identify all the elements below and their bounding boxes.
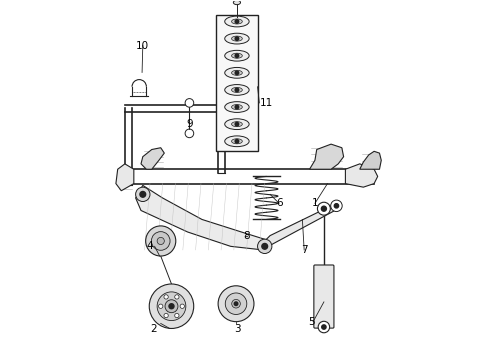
- Circle shape: [232, 300, 240, 308]
- Circle shape: [164, 295, 168, 299]
- Circle shape: [175, 295, 179, 299]
- Polygon shape: [345, 164, 378, 187]
- Polygon shape: [136, 185, 270, 250]
- Ellipse shape: [225, 50, 249, 61]
- Circle shape: [140, 192, 146, 197]
- Polygon shape: [116, 164, 134, 191]
- Circle shape: [225, 293, 247, 315]
- Circle shape: [159, 304, 163, 309]
- Text: 9: 9: [186, 120, 193, 129]
- Ellipse shape: [225, 67, 249, 78]
- Ellipse shape: [232, 122, 243, 127]
- FancyBboxPatch shape: [314, 265, 334, 328]
- Text: 10: 10: [136, 41, 149, 50]
- Circle shape: [235, 139, 239, 143]
- Text: 11: 11: [260, 98, 273, 108]
- Circle shape: [321, 206, 326, 211]
- Circle shape: [235, 20, 239, 23]
- Circle shape: [151, 231, 170, 250]
- Text: 3: 3: [235, 324, 241, 334]
- Polygon shape: [310, 144, 343, 169]
- Circle shape: [235, 37, 239, 40]
- Circle shape: [235, 122, 239, 126]
- Circle shape: [164, 314, 168, 318]
- Circle shape: [146, 226, 176, 256]
- Polygon shape: [360, 151, 381, 169]
- Circle shape: [235, 105, 239, 109]
- Text: 5: 5: [308, 317, 315, 327]
- Ellipse shape: [225, 33, 249, 44]
- Ellipse shape: [225, 85, 249, 95]
- Circle shape: [318, 321, 330, 333]
- Circle shape: [235, 54, 239, 58]
- Circle shape: [185, 129, 194, 138]
- Circle shape: [175, 314, 179, 318]
- Text: 7: 7: [301, 245, 308, 255]
- Circle shape: [235, 88, 239, 92]
- Circle shape: [331, 200, 342, 212]
- Text: 8: 8: [244, 231, 250, 240]
- Circle shape: [136, 187, 150, 202]
- Ellipse shape: [225, 16, 249, 27]
- Ellipse shape: [232, 87, 243, 93]
- Circle shape: [180, 304, 184, 309]
- Circle shape: [322, 325, 326, 329]
- Circle shape: [318, 202, 330, 215]
- Text: 1: 1: [312, 198, 318, 208]
- Ellipse shape: [232, 104, 243, 109]
- Circle shape: [157, 292, 186, 320]
- Circle shape: [234, 302, 238, 306]
- Ellipse shape: [232, 139, 243, 144]
- Ellipse shape: [233, 0, 241, 5]
- Circle shape: [218, 286, 254, 321]
- Circle shape: [169, 304, 174, 309]
- Polygon shape: [141, 148, 164, 169]
- Circle shape: [235, 71, 239, 75]
- Ellipse shape: [225, 102, 249, 112]
- Bar: [216, 15, 258, 151]
- Text: 6: 6: [276, 198, 282, 208]
- Ellipse shape: [232, 36, 243, 41]
- Circle shape: [258, 239, 272, 253]
- Circle shape: [157, 237, 164, 244]
- Ellipse shape: [225, 119, 249, 130]
- Circle shape: [185, 99, 194, 107]
- Ellipse shape: [232, 70, 243, 75]
- Ellipse shape: [225, 136, 249, 147]
- Ellipse shape: [232, 53, 243, 58]
- Circle shape: [149, 284, 194, 328]
- Text: 4: 4: [147, 241, 153, 251]
- Text: 2: 2: [150, 324, 157, 334]
- Circle shape: [262, 243, 268, 249]
- Polygon shape: [265, 203, 338, 246]
- Ellipse shape: [232, 19, 243, 24]
- Circle shape: [334, 204, 339, 208]
- Circle shape: [165, 300, 178, 313]
